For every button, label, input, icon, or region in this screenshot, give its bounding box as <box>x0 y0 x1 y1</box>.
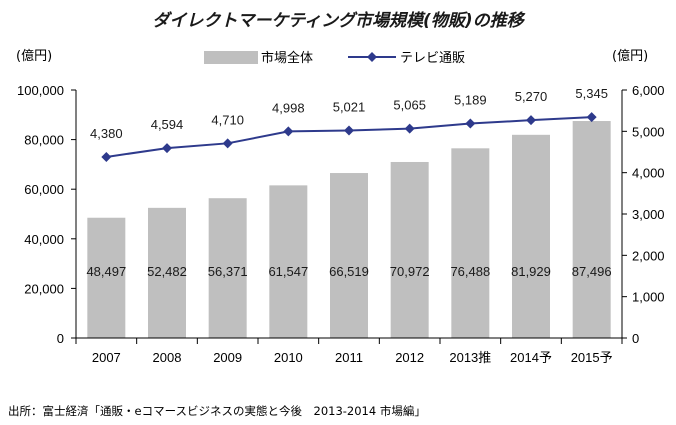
bar <box>512 134 550 338</box>
left-tick-label: 40,000 <box>24 232 64 247</box>
right-tick-label: 6,000 <box>632 83 665 98</box>
bar-value-label: 87,496 <box>572 264 612 279</box>
left-axis-unit: (億円) <box>16 48 52 64</box>
legend-label-market-total: 市場全体 <box>261 50 313 66</box>
line-series <box>101 112 597 162</box>
bar <box>572 121 611 338</box>
bar-value-label: 76,488 <box>450 264 490 279</box>
line-value-label: 4,998 <box>272 100 305 115</box>
right-axis-unit: (億円) <box>612 48 648 64</box>
bar <box>148 207 186 338</box>
line-marker <box>586 112 597 123</box>
line-value-label: 4,710 <box>211 112 244 127</box>
left-tick-label: 0 <box>57 331 64 346</box>
right-tick-label: 1,000 <box>632 290 665 305</box>
legend-marker-tv-shopping <box>367 52 377 62</box>
bar <box>208 198 247 338</box>
axes <box>71 89 627 344</box>
legend: 市場全体 テレビ通販 <box>204 50 465 66</box>
category-axis-labels: 2007 2008 2009 2010 2011 2012 2013推 2014予 2015予 <box>92 350 613 365</box>
category-label: 2015予 <box>571 350 613 365</box>
line-marker <box>283 126 294 137</box>
line-marker <box>526 115 536 126</box>
bar-value-label: 61,547 <box>268 264 308 279</box>
category-label: 2010 <box>274 350 303 365</box>
right-tick-label: 4,000 <box>632 166 665 181</box>
legend-swatch-market-total <box>204 51 258 64</box>
bar-series <box>87 121 611 338</box>
category-label: 2008 <box>153 350 182 365</box>
bar <box>269 185 308 338</box>
legend-label-tv-shopping: テレビ通販 <box>400 51 465 66</box>
line-marker <box>404 123 415 134</box>
bar <box>330 173 368 338</box>
category-label: 2013推 <box>449 350 491 365</box>
line-value-label: 5,270 <box>515 89 548 104</box>
line-value-label: 4,380 <box>90 126 123 141</box>
line-marker <box>465 118 476 129</box>
left-tick-label: 80,000 <box>24 133 64 148</box>
bar <box>87 217 126 338</box>
bar-value-label: 66,519 <box>329 264 369 279</box>
line-value-label: 5,021 <box>333 99 366 114</box>
source-note: 出所：富士経済「通販・eコマースビジネスの実態と今後 2013-2014 市場編… <box>8 404 426 418</box>
line-value-label: 4,594 <box>151 117 184 132</box>
left-tick-label: 100,000 <box>17 83 64 98</box>
bar-value-label: 48,497 <box>86 264 126 279</box>
right-tick-label: 0 <box>632 331 639 346</box>
line-marker <box>344 125 354 136</box>
category-label: 2012 <box>395 350 424 365</box>
bar-value-label: 56,371 <box>208 264 248 279</box>
category-label: 2011 <box>335 350 363 365</box>
bar <box>390 161 429 338</box>
left-axis-ticks: 0 20,000 40,000 60,000 80,000 100,000 <box>17 83 64 346</box>
category-label: 2014予 <box>510 350 552 365</box>
bar-value-label: 70,972 <box>390 264 430 279</box>
right-axis-ticks: 0 1,000 2,000 3,000 4,000 5,000 6,000 <box>632 83 665 346</box>
line-value-label: 5,345 <box>575 86 608 101</box>
left-tick-label: 60,000 <box>24 182 64 197</box>
category-label: 2007 <box>92 350 121 365</box>
bar-value-label: 52,482 <box>147 264 187 279</box>
line-value-label: 5,065 <box>393 98 426 113</box>
line-data-labels: 4,380 4,594 4,710 4,998 5,021 5,065 5,189 5,270… <box>90 86 608 141</box>
category-label: 2009 <box>213 350 242 365</box>
right-tick-label: 3,000 <box>632 207 665 222</box>
line-marker <box>222 138 233 149</box>
bar-value-label: 81,929 <box>511 264 551 279</box>
line-value-label: 5,189 <box>454 93 487 108</box>
line-marker <box>101 151 112 162</box>
line-marker <box>162 143 172 154</box>
left-tick-label: 20,000 <box>24 281 64 296</box>
bar-data-labels: 48,497 52,482 56,371 61,547 66,519 70,972 76,4… <box>86 264 611 279</box>
right-tick-label: 5,000 <box>632 124 665 139</box>
chart-title: ダイレクトマーケティング市場規模(物販)の推移 <box>152 11 525 31</box>
right-tick-label: 2,000 <box>632 248 665 263</box>
bar <box>451 148 490 338</box>
